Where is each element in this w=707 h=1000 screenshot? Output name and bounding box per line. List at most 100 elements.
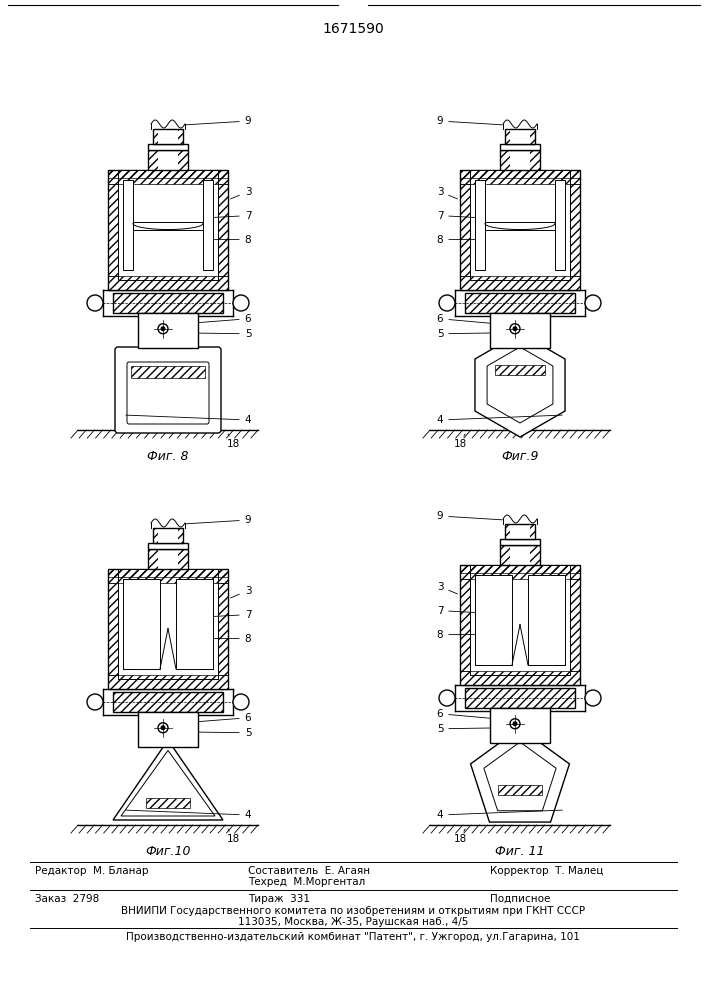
Text: 6: 6	[174, 713, 251, 724]
Text: Фиг. 8: Фиг. 8	[147, 450, 189, 463]
Bar	[505, 524, 535, 539]
Bar	[500, 150, 510, 170]
Bar	[530, 545, 540, 565]
Bar	[500, 545, 510, 565]
Polygon shape	[475, 333, 565, 437]
FancyBboxPatch shape	[127, 362, 209, 424]
Bar	[505, 129, 535, 144]
Bar	[460, 671, 580, 685]
Bar	[570, 579, 580, 671]
Bar	[108, 170, 228, 184]
Circle shape	[233, 295, 249, 311]
Bar	[118, 170, 218, 280]
Bar	[146, 798, 190, 808]
Text: 4: 4	[437, 810, 562, 820]
Circle shape	[158, 723, 168, 733]
Text: 6: 6	[174, 314, 251, 325]
Circle shape	[158, 324, 168, 334]
Bar	[500, 545, 540, 565]
Polygon shape	[487, 347, 553, 423]
Bar	[218, 583, 228, 675]
Text: Фиг. 11: Фиг. 11	[495, 845, 545, 858]
Text: 9: 9	[186, 116, 251, 126]
Text: Подписное: Подписное	[490, 894, 550, 904]
Bar	[460, 170, 580, 184]
Bar	[528, 575, 565, 665]
Text: 8: 8	[206, 634, 251, 644]
Bar	[490, 708, 550, 743]
Text: 3: 3	[230, 586, 251, 598]
Bar	[203, 579, 213, 669]
Text: 3: 3	[437, 187, 457, 199]
Text: Техред  М.Моргентал: Техред М.Моргентал	[248, 877, 366, 887]
Text: 18: 18	[226, 434, 240, 449]
Bar	[485, 222, 555, 230]
Bar	[131, 366, 205, 378]
Bar	[148, 543, 188, 549]
Bar	[138, 313, 198, 348]
Bar	[470, 565, 570, 675]
Bar	[555, 180, 565, 270]
Bar	[176, 579, 213, 669]
Bar	[460, 276, 580, 290]
Bar	[153, 528, 158, 543]
Bar	[490, 313, 550, 348]
Text: Составитель  Е. Агаян: Составитель Е. Агаян	[248, 866, 370, 876]
Bar	[498, 785, 542, 795]
Text: Фиг.9: Фиг.9	[501, 450, 539, 463]
Circle shape	[161, 327, 165, 331]
Text: 7: 7	[206, 211, 251, 221]
Bar	[218, 184, 228, 276]
Bar	[570, 184, 580, 276]
Bar	[460, 184, 470, 276]
Bar	[500, 144, 540, 150]
Bar	[178, 129, 183, 144]
Bar	[123, 180, 133, 270]
Text: 4: 4	[437, 415, 562, 425]
Text: Редактор  М. Бланар: Редактор М. Бланар	[35, 866, 148, 876]
Bar	[123, 579, 160, 669]
Bar	[108, 569, 228, 689]
Text: 18: 18	[453, 829, 467, 844]
Bar	[460, 565, 580, 573]
Bar	[465, 293, 575, 313]
Bar	[555, 575, 565, 665]
Bar	[475, 575, 485, 665]
Bar	[178, 528, 183, 543]
Circle shape	[439, 295, 455, 311]
Bar	[495, 365, 545, 375]
Bar	[108, 583, 118, 675]
Bar	[138, 712, 198, 747]
Bar	[113, 293, 223, 313]
FancyBboxPatch shape	[115, 347, 221, 433]
Text: 18: 18	[226, 829, 240, 844]
Text: ВНИИПИ Государственного комитета по изобретениям и открытиям при ГКНТ СССР: ВНИИПИ Государственного комитета по изоб…	[121, 906, 585, 916]
Bar	[108, 170, 228, 178]
Text: 9: 9	[437, 511, 502, 521]
Bar	[108, 276, 228, 290]
Circle shape	[510, 324, 520, 334]
Text: 9: 9	[186, 515, 251, 525]
Bar	[460, 170, 580, 290]
Bar	[153, 528, 183, 543]
Text: 4: 4	[126, 810, 251, 820]
Bar	[118, 569, 218, 679]
Bar	[505, 129, 510, 144]
Circle shape	[161, 726, 165, 730]
Text: 8: 8	[206, 235, 251, 245]
Text: 5: 5	[174, 329, 251, 339]
Circle shape	[87, 694, 103, 710]
Text: 113035, Москва, Ж-35, Раушская наб., 4/5: 113035, Москва, Ж-35, Раушская наб., 4/5	[238, 917, 468, 927]
Bar	[148, 150, 188, 170]
Bar	[133, 222, 203, 230]
Text: 1671590: 1671590	[322, 22, 384, 36]
Text: 9: 9	[437, 116, 502, 126]
Bar	[530, 129, 535, 144]
Circle shape	[233, 694, 249, 710]
Bar	[108, 675, 228, 689]
Bar	[530, 524, 535, 539]
Text: 7: 7	[437, 606, 482, 616]
Text: 3: 3	[230, 187, 251, 199]
Bar	[460, 579, 470, 671]
Text: 8: 8	[437, 630, 482, 640]
